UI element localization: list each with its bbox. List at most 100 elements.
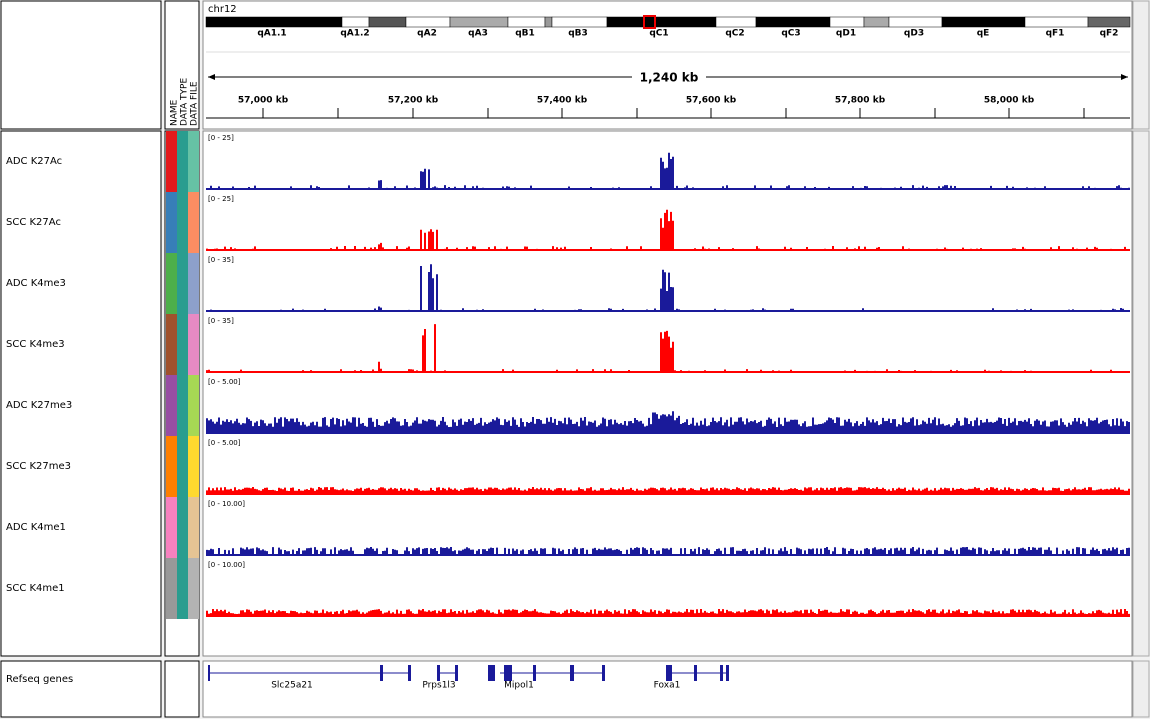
region-width: 1,240 kb — [640, 71, 699, 85]
attr-cell[interactable] — [166, 497, 177, 558]
cytoband — [544, 16, 553, 28]
ruler-tick-label: 58,000 kb — [984, 96, 1035, 106]
cytoband-label: qC3 — [781, 29, 800, 39]
track-name[interactable]: SCC K4me3 — [6, 339, 65, 350]
exon — [602, 665, 605, 681]
attr-cell[interactable] — [166, 558, 177, 619]
cytoband — [507, 16, 546, 28]
attr-cell[interactable] — [188, 192, 199, 253]
cytoband-label: qE — [977, 29, 990, 39]
ruler-tick-label: 57,200 kb — [388, 96, 439, 106]
scrollbar[interactable] — [1132, 0, 1150, 130]
attr-cell[interactable] — [177, 497, 188, 558]
cytoband — [205, 16, 343, 28]
scrollbar[interactable] — [1132, 660, 1150, 718]
attr-cell[interactable] — [166, 314, 177, 375]
attr-cell[interactable] — [177, 375, 188, 436]
signal — [206, 411, 1130, 433]
signal — [206, 152, 1130, 189]
exon — [720, 665, 723, 681]
cytoband-label: qA3 — [468, 29, 488, 39]
cytoband — [449, 16, 509, 28]
gene-label[interactable]: Slc25a21 — [271, 681, 313, 691]
attr-cell[interactable] — [166, 375, 177, 436]
ruler-tick-label: 57,000 kb — [238, 96, 289, 106]
track-name[interactable]: ADC K4me1 — [6, 522, 66, 533]
data-range: [0 - 25] — [208, 195, 234, 203]
gene-track-name[interactable]: Refseq genes — [6, 674, 73, 685]
attr-cell[interactable] — [188, 558, 199, 619]
track-name[interactable]: ADC K27me3 — [6, 400, 72, 411]
exon — [666, 665, 672, 681]
attr-cell[interactable] — [177, 253, 188, 314]
attribute-header[interactable]: DATA TYPE — [180, 78, 190, 126]
cytoband — [551, 16, 608, 28]
data-range: [0 - 35] — [208, 317, 234, 325]
ruler-tick-label: 57,600 kb — [686, 96, 737, 106]
cytoband-label: qC2 — [725, 29, 744, 39]
track-name[interactable]: ADC K27Ac — [6, 156, 62, 167]
attr-cell[interactable] — [177, 131, 188, 192]
attr-cell[interactable] — [188, 314, 199, 375]
track-name[interactable]: SCC K27me3 — [6, 461, 71, 472]
attr-cell[interactable] — [188, 436, 199, 497]
scrollbar[interactable] — [1132, 130, 1150, 657]
attr-cell[interactable] — [188, 375, 199, 436]
exon — [533, 665, 536, 681]
attr-cell[interactable] — [177, 558, 188, 619]
attr-cell[interactable] — [188, 131, 199, 192]
exon — [488, 665, 495, 681]
signal — [206, 609, 1130, 616]
attr-cell[interactable] — [177, 436, 188, 497]
track-name[interactable]: SCC K4me1 — [6, 583, 65, 594]
cytoband — [405, 16, 451, 28]
track-name[interactable]: ADC K4me3 — [6, 278, 66, 289]
cytoband-label: qC1 — [649, 29, 668, 39]
signal — [206, 264, 1130, 311]
gene-label[interactable]: Foxa1 — [654, 681, 681, 691]
attr-cell[interactable] — [177, 314, 188, 375]
cytoband — [1087, 16, 1131, 28]
exon — [408, 665, 411, 681]
cytoband-label: qF1 — [1046, 29, 1065, 39]
exon — [726, 665, 729, 681]
signal — [206, 547, 1130, 555]
cytoband — [755, 16, 831, 28]
exon — [504, 665, 512, 681]
cytoband — [863, 16, 890, 28]
track-name[interactable]: SCC K27Ac — [6, 217, 61, 228]
attr-cell[interactable] — [166, 436, 177, 497]
exon — [208, 665, 210, 681]
chromosome: chr12 — [208, 4, 237, 15]
attr-cell[interactable] — [177, 192, 188, 253]
cytoband — [829, 16, 865, 28]
attr-cell[interactable] — [166, 131, 177, 192]
data-range: [0 - 10.00] — [208, 561, 245, 569]
cytoband-label: qA1.1 — [257, 29, 286, 39]
cytoband-label: qD1 — [836, 29, 856, 39]
exon — [570, 665, 574, 681]
attr-cell[interactable] — [166, 253, 177, 314]
gene-label[interactable]: Prps1l3 — [422, 681, 455, 691]
cytoband — [715, 16, 757, 28]
data-range: [0 - 5.00] — [208, 378, 241, 386]
exon — [455, 665, 458, 681]
gene-attr-panel — [164, 660, 200, 718]
exon — [437, 665, 440, 681]
signal — [206, 324, 1130, 372]
attribute-header[interactable]: NAME — [170, 99, 180, 126]
data-range: [0 - 5.00] — [208, 439, 241, 447]
attribute-header[interactable]: DATA FILE — [190, 81, 200, 126]
cytoband — [1024, 16, 1089, 28]
data-range: [0 - 35] — [208, 256, 234, 264]
attr-cell[interactable] — [188, 253, 199, 314]
cytoband — [888, 16, 943, 28]
cytoband-label: qD3 — [904, 29, 924, 39]
attr-cell[interactable] — [166, 192, 177, 253]
gene-label[interactable]: Mipol1 — [504, 681, 534, 691]
exon — [694, 665, 697, 681]
attr-cell[interactable] — [188, 497, 199, 558]
cytoband-label: qF2 — [1100, 29, 1119, 39]
cytoband — [606, 16, 717, 28]
